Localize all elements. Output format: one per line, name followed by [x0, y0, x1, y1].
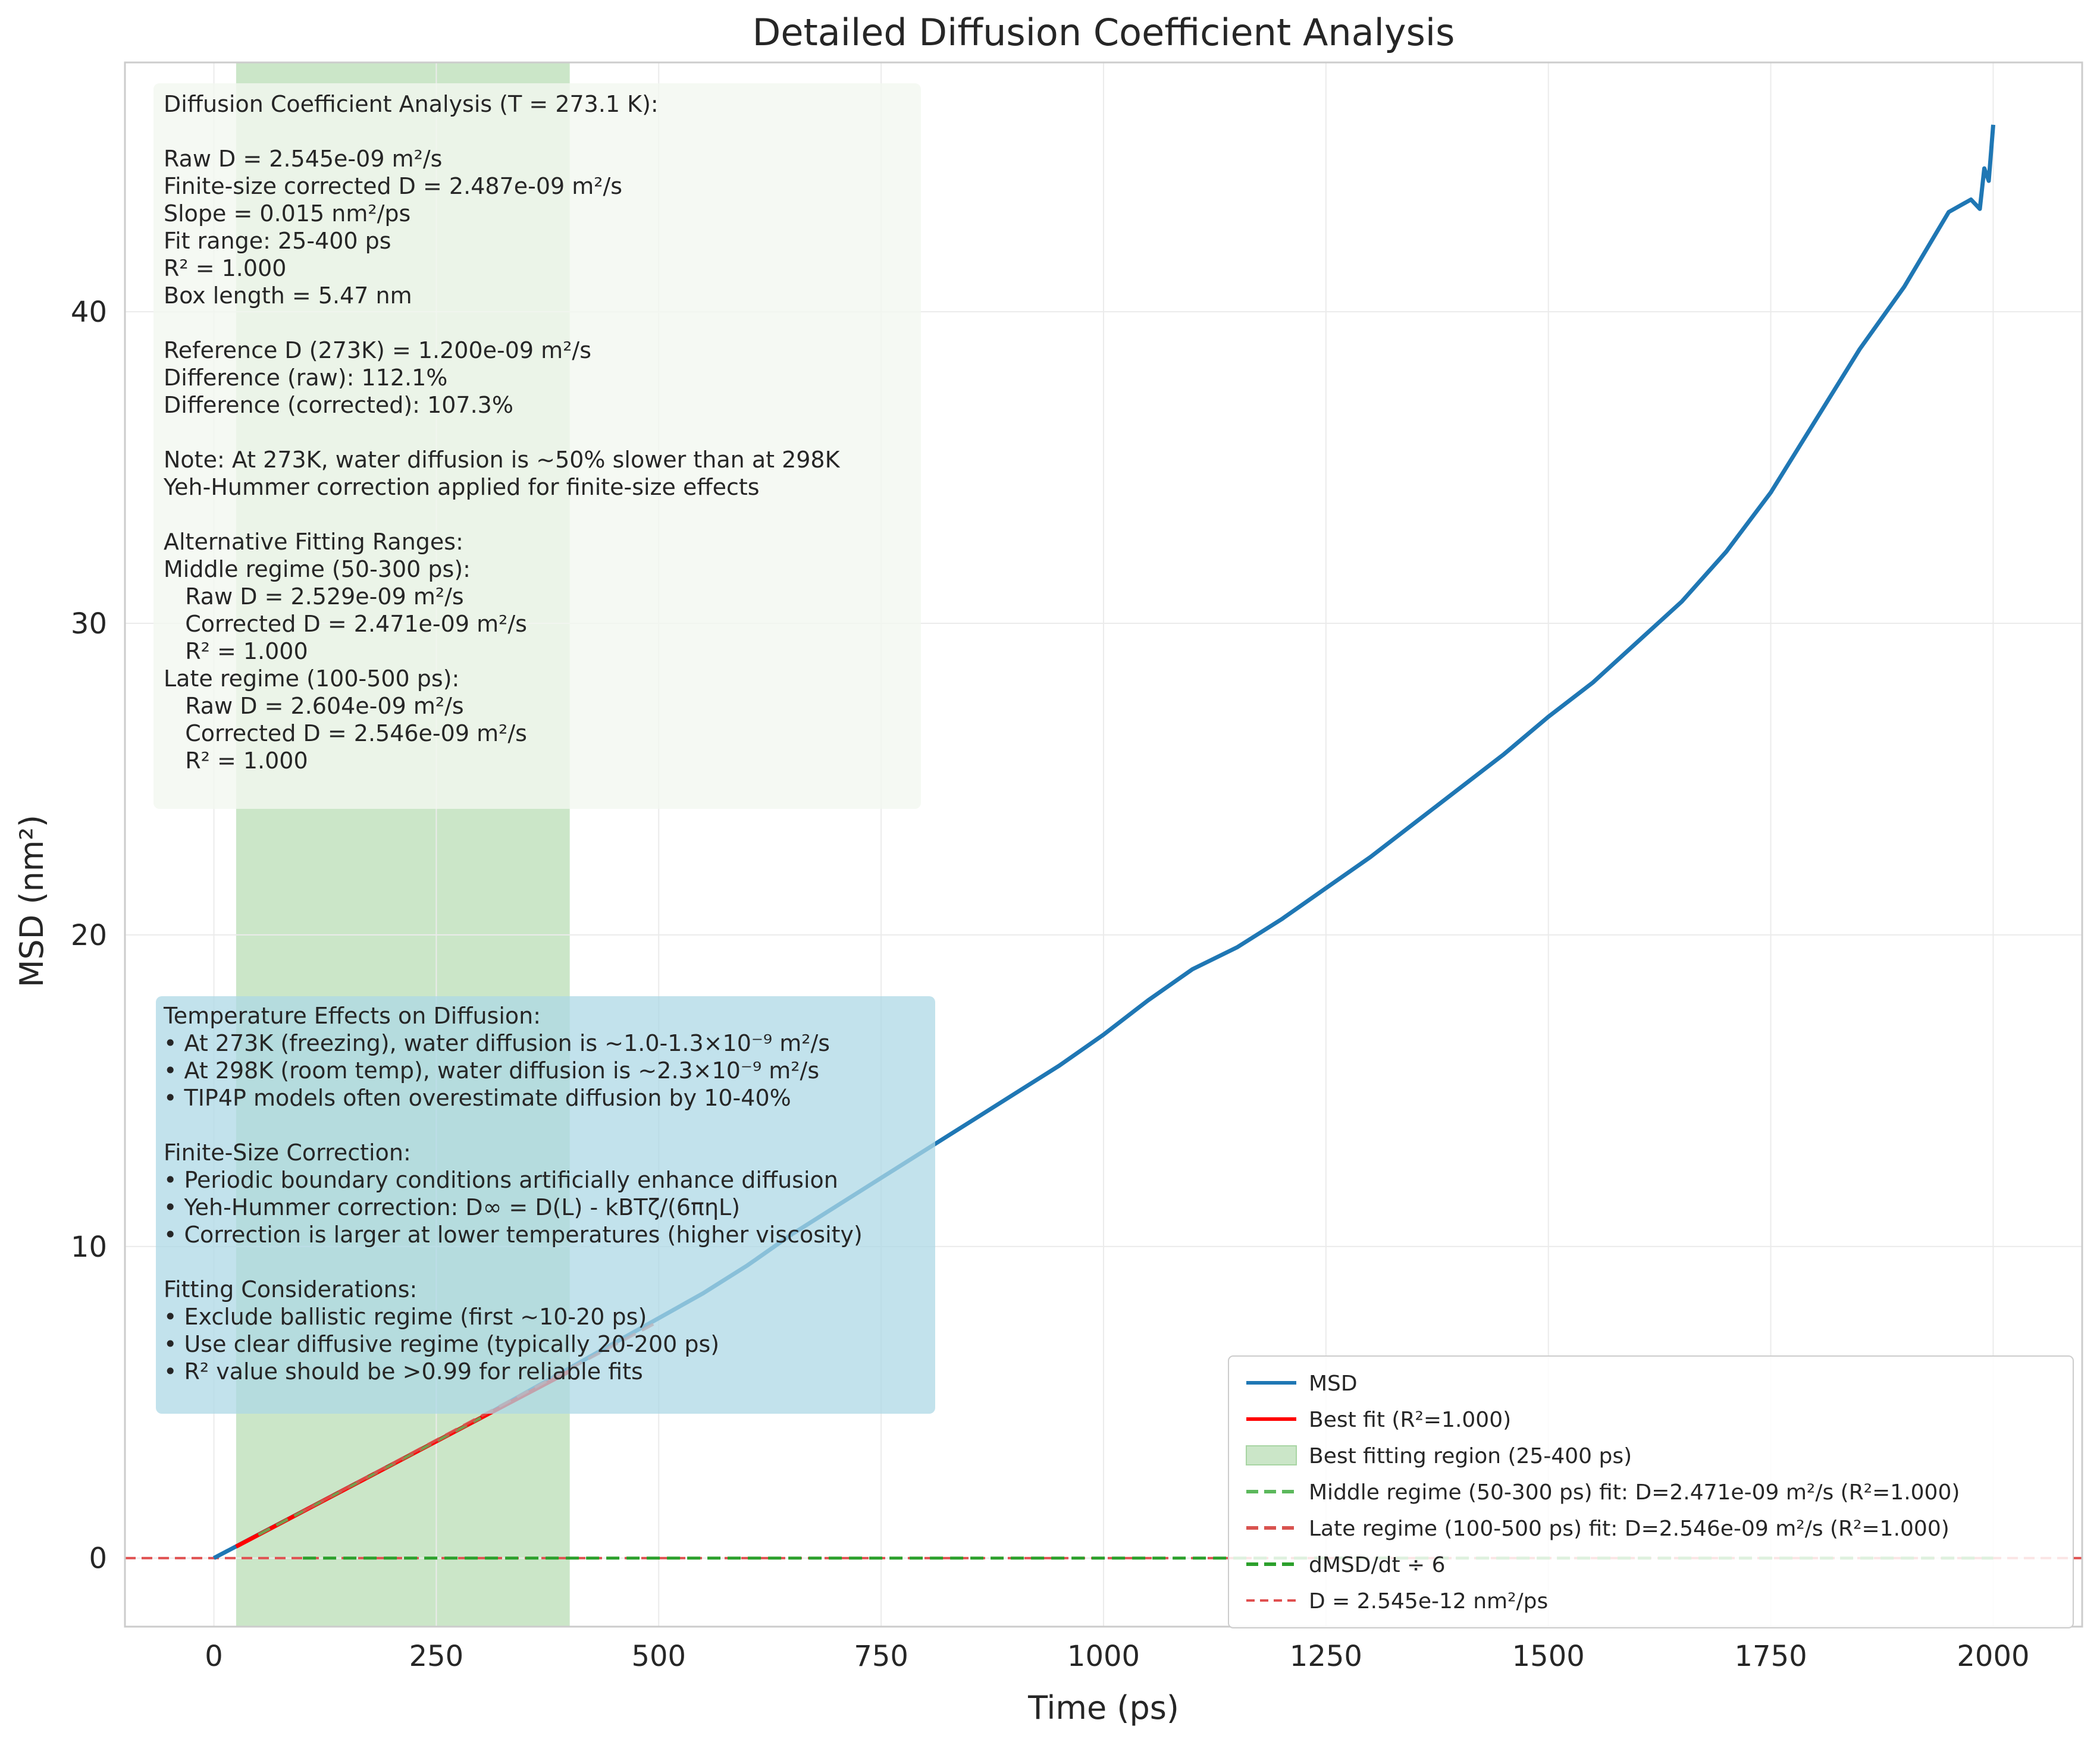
y-tick-label: 10 [71, 1231, 107, 1264]
legend-label: dMSD/dt ÷ 6 [1309, 1553, 1446, 1577]
temperature-text-box [156, 996, 935, 1414]
temperature-text-line: Fitting Considerations: [164, 1276, 417, 1303]
legend-label: Late regime (100-500 ps) fit: D=2.546e-0… [1309, 1517, 1949, 1541]
analysis-text-line: Fit range: 25-400 ps [164, 228, 391, 254]
y-tick-label: 30 [71, 607, 107, 641]
temperature-text-line: • Yeh-Hummer correction: D∞ = D(L) - kBT… [164, 1194, 740, 1220]
y-tick-label: 0 [89, 1542, 107, 1575]
x-tick-label: 1250 [1290, 1640, 1362, 1673]
chart-title: Detailed Diffusion Coefficient Analysis [753, 11, 1455, 54]
temperature-text-line: Temperature Effects on Diffusion: [163, 1003, 541, 1029]
temperature-text-line: • At 273K (freezing), water diffusion is… [164, 1030, 830, 1056]
temperature-text-line: • At 298K (room temp), water diffusion i… [164, 1057, 819, 1084]
x-tick-label: 500 [631, 1640, 686, 1673]
y-axis-label: MSD (nm²) [13, 815, 51, 987]
x-tick-label: 1000 [1067, 1640, 1140, 1673]
legend-label: Best fitting region (25-400 ps) [1309, 1444, 1632, 1468]
temperature-text-line: • Periodic boundary conditions artificia… [164, 1167, 838, 1193]
legend-label: Middle regime (50-300 ps) fit: D=2.471e-… [1309, 1480, 1960, 1505]
analysis-text-line: Corrected D = 2.471e-09 m²/s [164, 611, 527, 637]
legend: MSD Best fit (R²=1.000) Best fitting regio… [1228, 1355, 2074, 1628]
x-tick-label: 250 [409, 1640, 464, 1673]
x-tick-label: 2000 [1957, 1640, 2029, 1673]
temperature-text-line: • TIP4P models often overestimate diffus… [164, 1085, 791, 1111]
analysis-text-line: R² = 1.000 [164, 638, 308, 664]
temperature-text-line: Finite-Size Correction: [164, 1140, 411, 1166]
legend-label: MSD [1309, 1371, 1358, 1396]
y-tick-label: 20 [71, 919, 107, 952]
analysis-text-line: Corrected D = 2.546e-09 m²/s [164, 720, 527, 746]
analysis-text-line: R² = 1.000 [164, 255, 286, 281]
analysis-text-line: Note: At 273K, water diffusion is ~50% s… [164, 447, 841, 473]
temperature-text-line: • Exclude ballistic regime (first ~10-20… [164, 1304, 647, 1330]
analysis-text-line: Diffusion Coefficient Analysis (T = 273.… [164, 91, 659, 117]
analysis-text-box [153, 83, 921, 809]
x-tick-label: 1500 [1512, 1640, 1585, 1673]
x-tick-label: 0 [205, 1640, 223, 1673]
temperature-text-line: • Correction is larger at lower temperat… [164, 1222, 863, 1248]
analysis-text-line: Raw D = 2.545e-09 m²/s [164, 146, 442, 172]
legend-box [1228, 1355, 2074, 1628]
analysis-text-line: Raw D = 2.604e-09 m²/s [164, 693, 464, 719]
analysis-text-line: R² = 1.000 [164, 748, 308, 774]
analysis-text-line: Finite-size corrected D = 2.487e-09 m²/s [164, 173, 622, 199]
legend-label: D = 2.545e-12 nm²/ps [1309, 1589, 1548, 1614]
analysis-text-line: Middle regime (50-300 ps): [164, 556, 471, 582]
analysis-text-line: Box length = 5.47 nm [164, 283, 412, 309]
analysis-text-line: Reference D (273K) = 1.200e-09 m²/s [164, 337, 591, 363]
temperature-text-line: • R² value should be >0.99 for reliable … [164, 1358, 643, 1385]
axes-frame [124, 61, 2083, 1628]
plot-area: 0 250 500 750 1000 1250 1500 1750 2000 0 10 20 30 40 D… [71, 61, 2083, 1673]
analysis-text-line: Alternative Fitting Ranges: [164, 529, 463, 555]
series-middle-regime-line [258, 1416, 482, 1536]
x-axis-label: Time (ps) [1027, 1689, 1179, 1727]
x-tick-label: 750 [854, 1640, 908, 1673]
x-tick-label: 1750 [1735, 1640, 1807, 1673]
analysis-text-line: Difference (raw): 112.1% [164, 365, 447, 391]
analysis-text-line: Difference (corrected): 107.3% [164, 392, 513, 418]
analysis-text-line: Slope = 0.015 nm²/ps [164, 200, 410, 227]
analysis-text-line: Raw D = 2.529e-09 m²/s [164, 583, 464, 610]
analysis-text-line: Yeh-Hummer correction applied for finite… [163, 474, 760, 500]
legend-patch [1246, 1445, 1297, 1465]
legend-label: Best fit (R²=1.000) [1309, 1408, 1511, 1432]
y-tick-label: 40 [71, 296, 107, 329]
analysis-text-line: Late regime (100-500 ps): [164, 666, 459, 692]
temperature-text-line: • Use clear diffusive regime (typically … [164, 1331, 719, 1357]
